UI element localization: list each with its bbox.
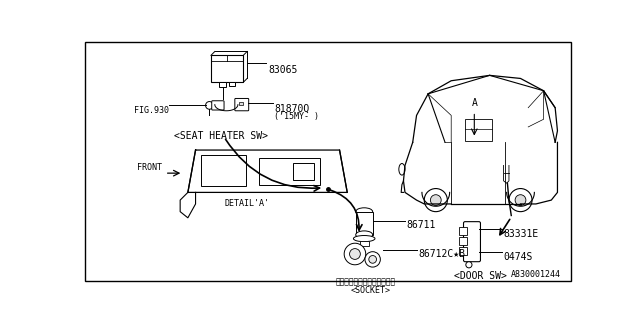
- Text: コンソールアダプターコード: コンソールアダプターコード: [336, 277, 396, 286]
- Text: 81870Q: 81870Q: [274, 104, 309, 114]
- Circle shape: [515, 195, 526, 205]
- Circle shape: [466, 262, 472, 268]
- Ellipse shape: [356, 231, 372, 239]
- Bar: [459, 247, 467, 255]
- Bar: [219, 82, 227, 87]
- Bar: [259, 158, 320, 186]
- Text: <SOCKET>: <SOCKET>: [351, 286, 391, 295]
- Text: (’15MY- ): (’15MY- ): [274, 112, 319, 121]
- Bar: [292, 163, 314, 180]
- Bar: [239, 101, 243, 105]
- Text: A: A: [472, 98, 477, 108]
- Circle shape: [431, 195, 441, 205]
- Bar: [360, 241, 369, 245]
- Ellipse shape: [344, 243, 365, 265]
- Bar: [459, 227, 467, 235]
- Text: A830001244: A830001244: [511, 270, 561, 279]
- Ellipse shape: [349, 249, 360, 260]
- Ellipse shape: [356, 208, 372, 215]
- Bar: [459, 237, 467, 245]
- Text: 83331E: 83331E: [504, 228, 539, 239]
- FancyBboxPatch shape: [212, 101, 224, 110]
- Bar: [201, 156, 246, 186]
- Bar: [465, 119, 492, 141]
- Text: <SEAT HEATER SW>: <SEAT HEATER SW>: [174, 131, 268, 141]
- Bar: [356, 212, 372, 235]
- Text: FIG.930: FIG.930: [134, 106, 169, 115]
- Ellipse shape: [369, 256, 376, 263]
- FancyBboxPatch shape: [235, 99, 249, 111]
- FancyBboxPatch shape: [463, 222, 481, 262]
- Circle shape: [424, 188, 447, 212]
- Text: 83065: 83065: [268, 65, 298, 75]
- Text: DETAIL'A': DETAIL'A': [224, 198, 269, 208]
- Ellipse shape: [365, 252, 380, 267]
- Circle shape: [509, 188, 532, 212]
- Text: 86711: 86711: [406, 220, 436, 230]
- Bar: [211, 55, 243, 82]
- Text: <DOOR SW>: <DOOR SW>: [454, 271, 506, 281]
- Ellipse shape: [353, 236, 375, 242]
- Text: 0474S: 0474S: [504, 252, 533, 262]
- Bar: [228, 82, 235, 86]
- Ellipse shape: [399, 164, 405, 175]
- Text: FRONT: FRONT: [137, 163, 162, 172]
- Text: 86712C★B: 86712C★B: [418, 249, 465, 260]
- Circle shape: [205, 101, 213, 109]
